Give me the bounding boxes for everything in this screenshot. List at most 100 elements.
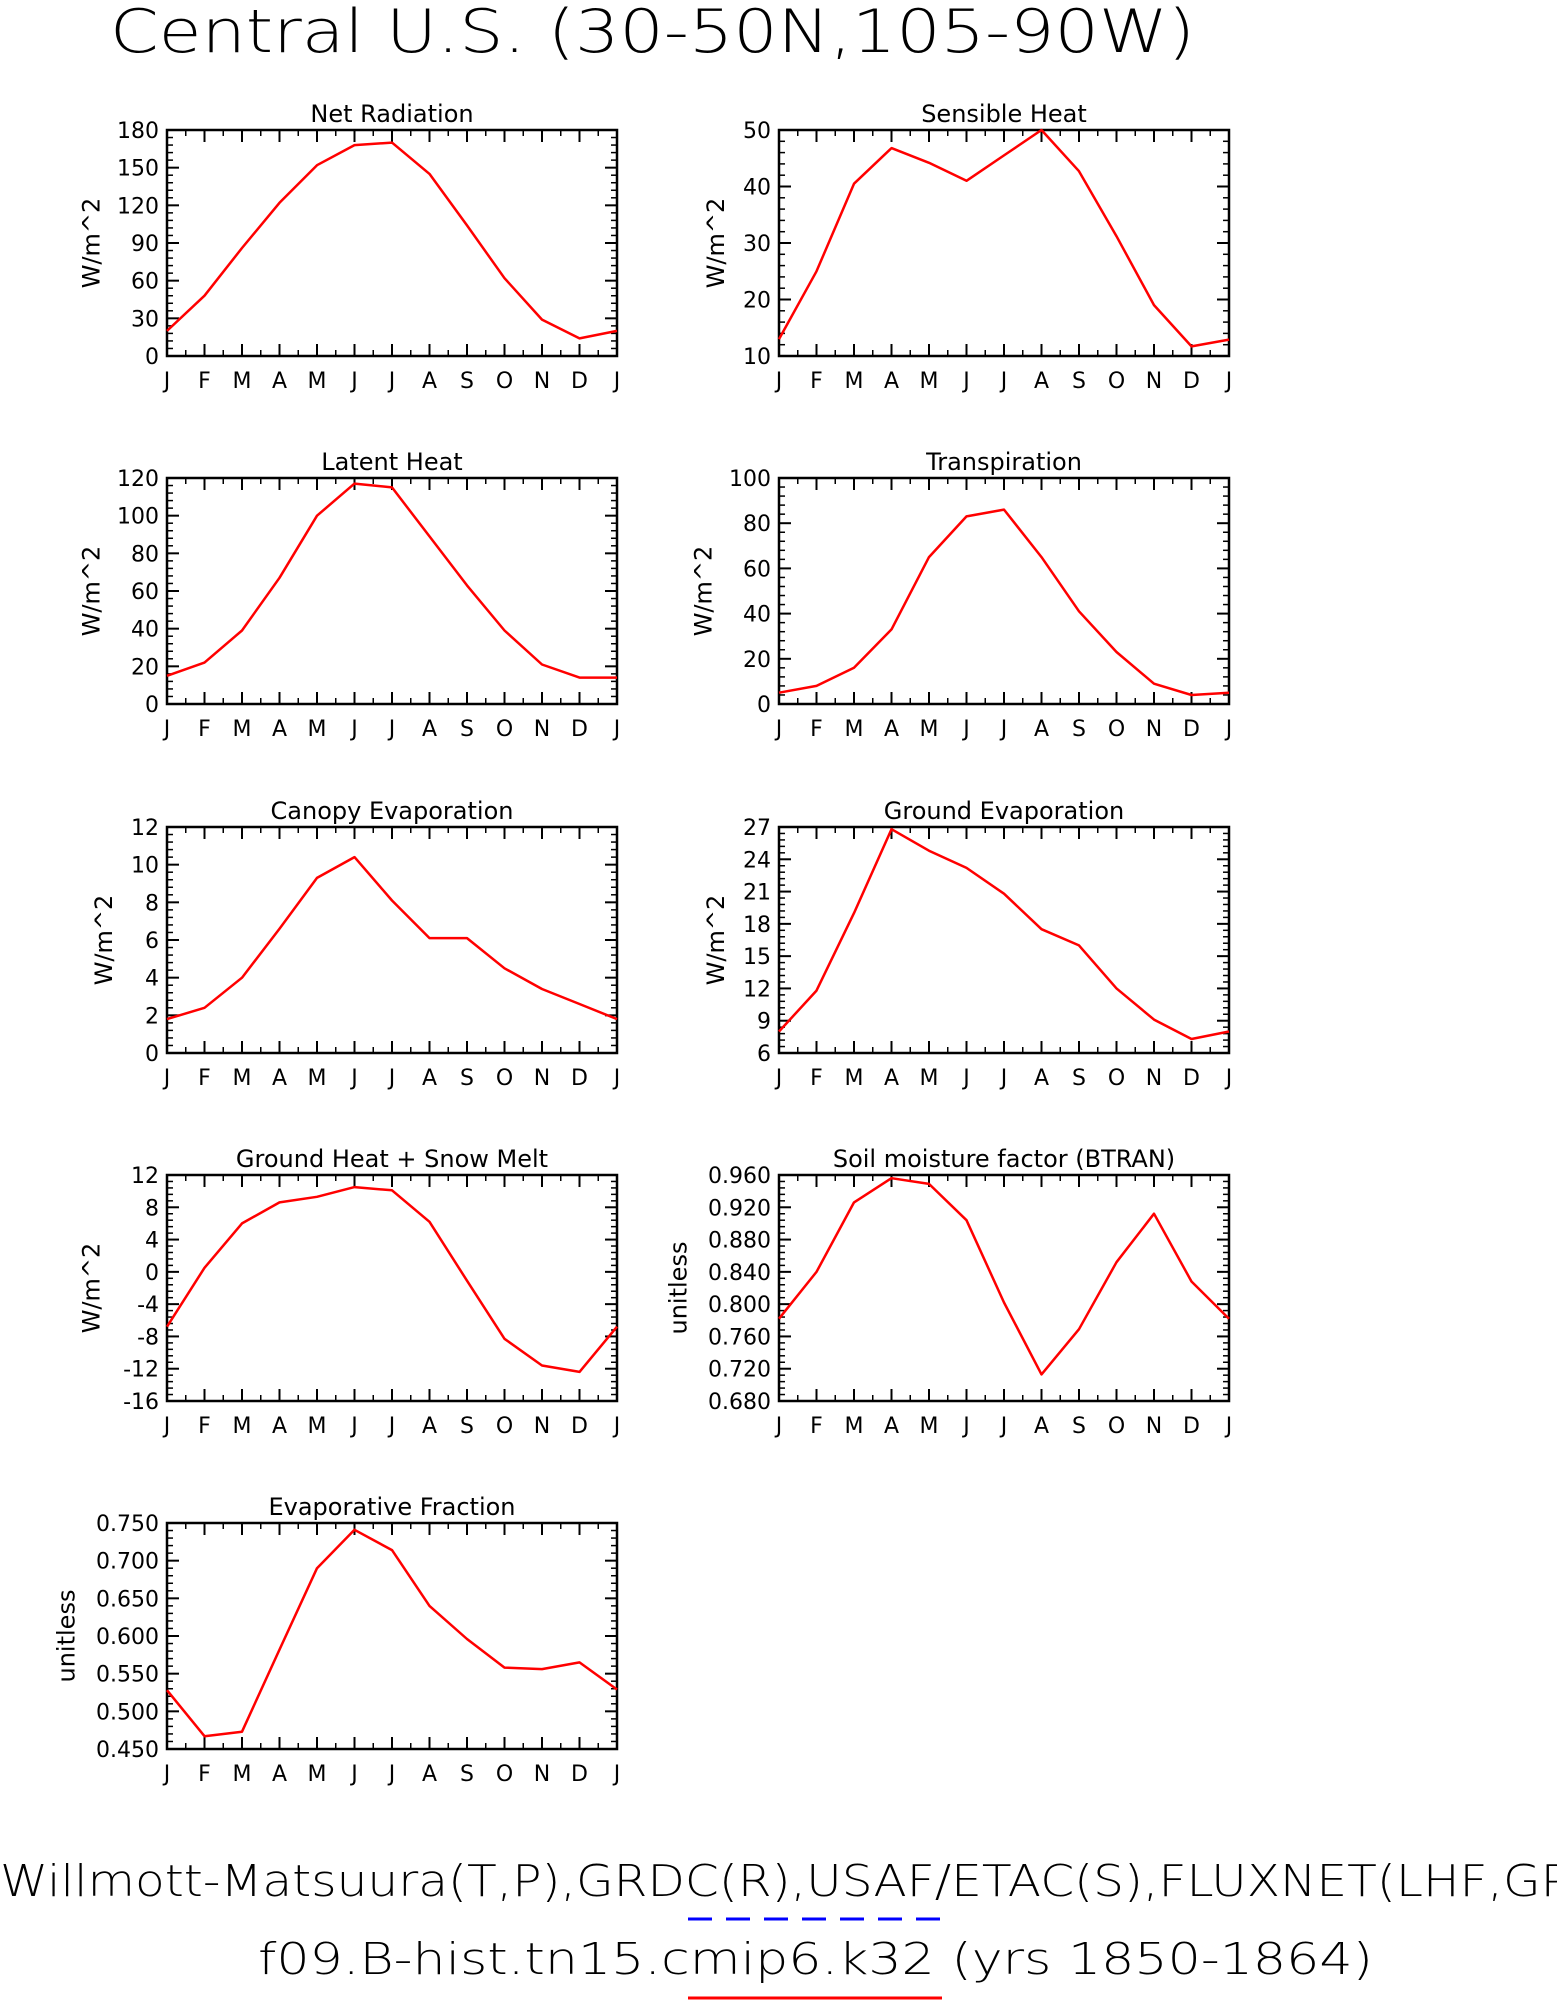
x-tick-label: A [1034,1066,1049,1091]
x-tick-label: O [496,1762,513,1787]
x-tick-label: O [1108,1066,1125,1091]
x-tick-label: J [774,369,783,394]
x-tick-label: A [272,369,287,394]
y-tick-label: 27 [743,816,771,841]
x-tick-label: J [999,717,1008,742]
x-tick-label: N [1146,1066,1162,1091]
x-tick-label: M [920,1066,939,1091]
x-tick-label: J [961,369,970,394]
x-tick-label: D [1183,1414,1200,1439]
x-tick-label: D [571,1762,588,1787]
x-tick-label: A [422,369,437,394]
y-tick-label: 0.760 [708,1325,771,1350]
panel-title: Canopy Evaporation [271,797,514,825]
x-tick-label: S [460,1066,474,1091]
x-tick-label: A [272,1066,287,1091]
y-tick-label: 0.650 [96,1587,159,1612]
x-tick-label: N [534,369,550,394]
x-tick-label: S [1072,1414,1086,1439]
x-tick-label: A [1034,717,1049,742]
y-tick-label: 150 [117,157,159,182]
x-tick-label: M [233,1762,252,1787]
y-axis-label: W/m^2 [702,198,730,289]
x-tick-label: J [387,1066,396,1091]
x-tick-label: J [774,1066,783,1091]
y-tick-label: 0.500 [96,1700,159,1725]
series-line [778,1176,1230,1376]
y-axis-label: W/m^2 [90,895,118,986]
x-tick-label: A [422,1762,437,1787]
x-tick-label: N [1146,1414,1162,1439]
x-tick-label: O [496,717,513,742]
x-tick-label: M [308,369,327,394]
y-tick-label: 0.960 [708,1164,771,1189]
y-tick-label: 0 [145,1042,159,1067]
x-tick-label: J [349,369,358,394]
x-tick-label: M [233,369,252,394]
x-tick-label: M [920,1414,939,1439]
footer-line-2: f09.B-hist.tn15.cmip6.k32 (yrs 1850-1864… [258,1934,1373,1985]
y-tick-label: 12 [743,977,771,1002]
x-tick-label: A [272,1762,287,1787]
y-axis-label: unitless [53,1590,81,1683]
x-tick-label: J [961,717,970,742]
y-tick-label: 12 [131,1164,159,1189]
y-tick-label: 0.680 [708,1390,771,1415]
y-tick-label: 0.920 [708,1196,771,1221]
y-tick-label: 180 [117,119,159,144]
y-tick-label: 0 [757,693,771,718]
x-tick-label: F [198,1066,211,1091]
x-tick-label: O [1108,369,1125,394]
x-tick-label: A [422,1414,437,1439]
x-tick-label: N [534,717,550,742]
x-tick-label: F [810,717,823,742]
x-tick-label: M [308,1066,327,1091]
x-tick-label: M [233,717,252,742]
x-tick-label: M [845,369,864,394]
series-line [778,827,1230,1041]
x-tick-label: N [534,1762,550,1787]
x-tick-label: A [1034,1414,1049,1439]
x-tick-label: O [1108,1414,1125,1439]
y-tick-label: 6 [757,1042,771,1067]
x-tick-label: J [162,717,171,742]
plot-frame [165,1521,619,1751]
x-tick-label: J [1224,369,1233,394]
x-tick-label: F [810,1066,823,1091]
x-tick-label: A [884,1414,899,1439]
y-tick-label: 20 [743,648,771,673]
y-tick-label: 20 [131,655,159,680]
y-axis-label: W/m^2 [78,546,106,637]
x-tick-label: J [961,1414,970,1439]
y-tick-label: 0.840 [708,1261,771,1286]
x-tick-label: A [272,717,287,742]
x-tick-label: S [1072,369,1086,394]
y-tick-label: 4 [145,1229,159,1254]
x-tick-label: A [884,369,899,394]
y-tick-label: -12 [123,1358,159,1383]
x-tick-label: J [961,1066,970,1091]
x-tick-label: O [496,369,513,394]
series-line [166,855,618,1021]
x-tick-label: S [460,369,474,394]
y-tick-label: 2 [145,1004,159,1029]
x-tick-label: J [162,1762,171,1787]
x-tick-label: A [1034,369,1049,394]
x-tick-label: J [612,717,621,742]
y-tick-label: 10 [131,854,159,879]
x-tick-label: J [1224,717,1233,742]
x-tick-label: J [774,717,783,742]
x-tick-label: A [884,717,899,742]
x-tick-label: D [1183,369,1200,394]
y-tick-label: 80 [131,542,159,567]
x-tick-label: S [460,1762,474,1787]
x-tick-label: J [612,1414,621,1439]
y-tick-label: 0.720 [708,1358,771,1383]
x-tick-label: J [162,369,171,394]
x-tick-label: A [272,1414,287,1439]
x-tick-label: J [387,1762,396,1787]
x-tick-label: J [387,1414,396,1439]
